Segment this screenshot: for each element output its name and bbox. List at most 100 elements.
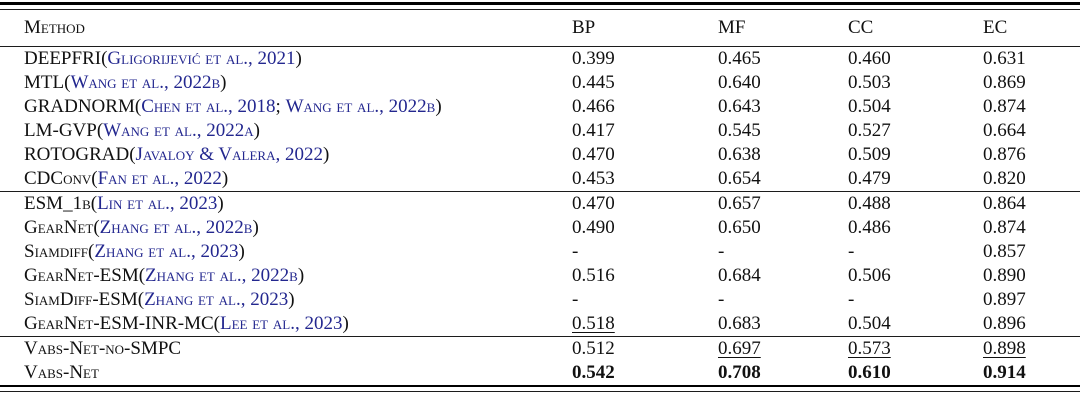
method-name: GearNet-ESM-INR-MC — [24, 312, 214, 334]
method-cell: GearNet-ESM(Zhang et al., 2022b) — [0, 264, 572, 288]
open-paren: ( — [134, 95, 142, 117]
citation-link[interactable]: Fan et al., 2022 — [97, 167, 222, 189]
value-cell: 0.542 — [572, 361, 615, 383]
value-cell: 0.506 — [848, 264, 891, 286]
value-cell: - — [848, 288, 855, 310]
value-cell: 0.509 — [848, 143, 891, 165]
value-cell: 0.516 — [572, 264, 615, 286]
column-header-method: Method — [0, 10, 572, 47]
citation-link[interactable]: Zhang et al., 2023 — [144, 288, 289, 310]
close-paren: ) — [220, 71, 227, 93]
method-name: CDConv — [24, 167, 92, 189]
method-cell: Vabs-Net — [0, 361, 572, 385]
value-cell: 0.657 — [718, 190, 848, 216]
close-paren: ) — [297, 264, 305, 286]
citation-link[interactable]: Chen et al., 2018 — [141, 95, 276, 117]
open-paren: ( — [88, 240, 95, 262]
value-cell: 0.460 — [848, 47, 891, 69]
close-paren: ) — [252, 216, 259, 238]
method-name: GearNet — [24, 216, 94, 238]
value-cell: 0.914 — [983, 361, 1026, 383]
method-name: GRADNORM — [24, 95, 135, 117]
table-row: GearNet-ESM-INR-MC(Lee et al., 2023) 0.51… — [0, 312, 1080, 337]
value-cell: - — [718, 240, 725, 262]
value-cell: 0.490 — [572, 216, 615, 238]
column-header-ec: EC — [983, 10, 1080, 47]
citation-link[interactable]: Javaloy & Valera, 2022 — [135, 143, 323, 165]
open-paren: ( — [96, 119, 104, 141]
close-paren: ) — [217, 192, 224, 214]
method-cell: ESM_1b(Lin et al., 2023) — [0, 190, 572, 216]
results-table: Method BP MF CC EC DEEPFRI(Gligorijević … — [0, 10, 1080, 385]
method-name: ROTOGRAD — [24, 143, 130, 165]
citation-link[interactable]: Wang et al., 2022b — [285, 95, 436, 117]
citation-link[interactable]: Wang et al., 2022b — [70, 71, 221, 93]
open-paren: ( — [64, 71, 71, 93]
table-row: Siamdiff(Zhang et al., 2023) - - -0.857 — [0, 240, 1080, 264]
close-paren: ) — [295, 47, 302, 69]
value-cell: 0.896 — [983, 312, 1026, 334]
value-cell: 0.445 — [572, 71, 615, 93]
value-cell: 0.470 — [572, 190, 718, 216]
value-cell: 0.512 — [572, 335, 718, 361]
value-cell: 0.545 — [718, 119, 761, 141]
table-top-rule — [0, 2, 1080, 10]
value-cell: 0.479 — [848, 167, 891, 189]
value-cell: 0.684 — [718, 264, 761, 286]
table-row: ESM_1b(Lin et al., 2023) 0.470 0.657 0.488 0… — [0, 190, 1080, 216]
citation-link[interactable]: Wang et al., 2022a — [103, 119, 254, 141]
citation-link[interactable]: Lee et al., 2023 — [220, 312, 343, 334]
value-cell: 0.631 — [983, 47, 1026, 69]
table-row: LM-GVP(Wang et al., 2022a) 0.417 0.545 0.52… — [0, 119, 1080, 143]
value-cell: 0.573 — [848, 335, 983, 361]
value-cell: - — [572, 240, 579, 262]
value-cell: 0.874 — [983, 95, 1026, 117]
table-row: ROTOGRAD(Javaloy & Valera, 2022) 0.470 0.6… — [0, 143, 1080, 167]
value-cell: - — [572, 288, 579, 310]
method-cell: LM-GVP(Wang et al., 2022a) — [0, 119, 572, 143]
value-cell: 0.399 — [572, 47, 615, 69]
citation-link[interactable]: Lin et al., 2023 — [97, 192, 218, 214]
method-cell: CDConv(Fan et al., 2022) — [0, 167, 572, 192]
value-cell: 0.638 — [718, 143, 761, 165]
table-row: GearNet(Zhang et al., 2022b) 0.490 0.650 0.… — [0, 216, 1080, 240]
close-paren: ) — [253, 119, 260, 141]
open-paren: ( — [138, 264, 146, 286]
value-cell: 0.527 — [848, 119, 891, 141]
value-cell: 0.897 — [983, 288, 1026, 310]
citation-link[interactable]: Gligorijević et al., 2021 — [107, 47, 296, 69]
method-name: Vabs-Net — [24, 361, 99, 383]
value-cell: 0.683 — [718, 312, 761, 334]
value-cell: 0.470 — [572, 143, 615, 165]
value-cell: 0.466 — [572, 95, 615, 117]
column-header-bp: BP — [572, 10, 718, 47]
citation-link[interactable]: Zhang et al., 2022b — [145, 264, 298, 286]
close-paren: ) — [238, 240, 245, 262]
value-cell: 0.488 — [848, 190, 983, 216]
method-name: DEEPFRI — [24, 47, 102, 69]
table-row: Vabs-Net-no-SMPC 0.512 0.697 0.573 0.898 — [0, 335, 1080, 361]
value-cell: 0.697 — [718, 335, 848, 361]
value-cell: 0.504 — [848, 95, 891, 117]
method-name: MTL — [24, 71, 65, 93]
method-cell: GRADNORM(Chen et al., 2018; Wang et al.,… — [0, 95, 572, 119]
method-cell: MTL(Wang et al., 2022b) — [0, 71, 572, 95]
value-cell: 0.664 — [983, 119, 1026, 141]
value-cell: 0.890 — [983, 264, 1026, 286]
open-paren: ( — [90, 192, 98, 214]
method-cell: ROTOGRAD(Javaloy & Valera, 2022) — [0, 143, 572, 167]
value-cell: 0.857 — [983, 240, 1026, 262]
open-paren: ( — [93, 216, 100, 238]
method-name: LM-GVP — [24, 119, 97, 141]
citation-link[interactable]: Zhang et al., 2023 — [94, 240, 239, 262]
method-cell: GearNet(Zhang et al., 2022b) — [0, 216, 572, 240]
citation-link[interactable]: Zhang et al., 2022b — [99, 216, 253, 238]
table-row: GearNet-ESM(Zhang et al., 2022b) 0.516 0.6… — [0, 264, 1080, 288]
column-header-cc: CC — [848, 10, 983, 47]
open-paren: ( — [129, 143, 136, 165]
value-cell: 0.417 — [572, 119, 615, 141]
close-paren: ) — [322, 143, 330, 165]
method-cell: GearNet-ESM-INR-MC(Lee et al., 2023) — [0, 312, 572, 337]
value-cell: 0.876 — [983, 143, 1026, 165]
value-cell: 0.898 — [983, 335, 1080, 361]
